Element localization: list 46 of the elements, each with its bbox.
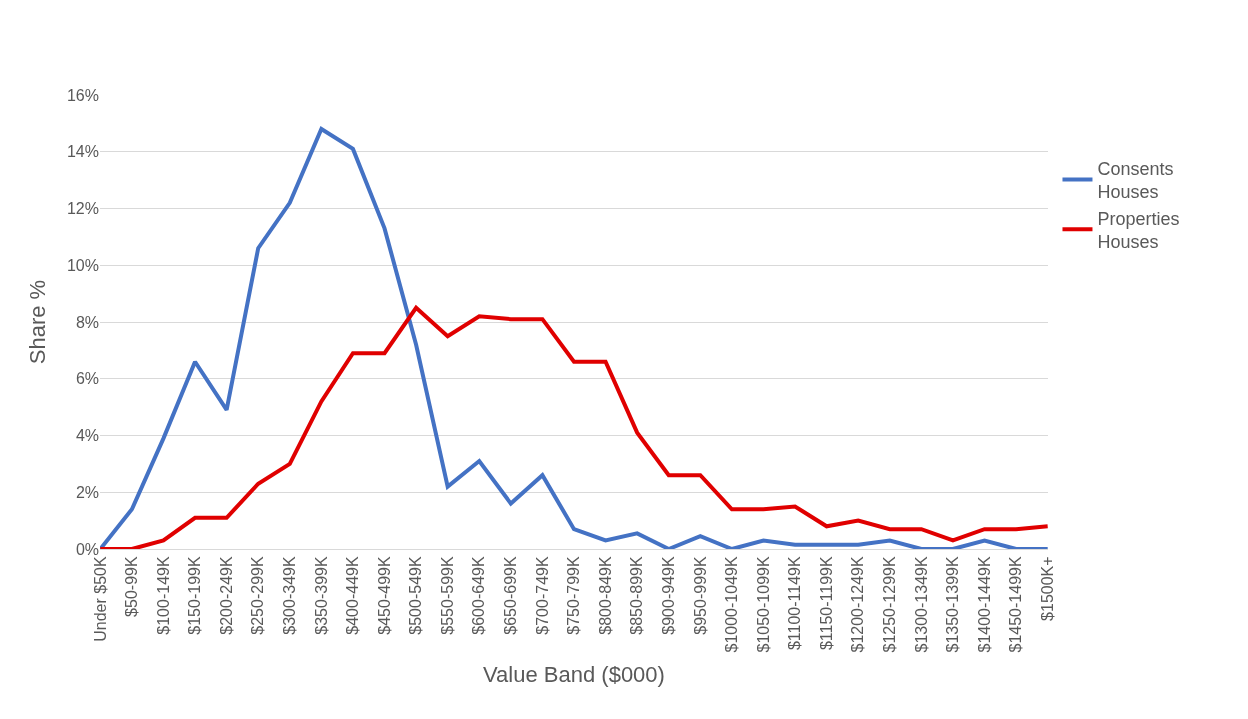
x-tick-label: $550-599K (438, 556, 456, 635)
x-axis-title: Value Band ($000) (483, 662, 665, 688)
x-tick-label: $1350-1399K (944, 556, 962, 653)
x-tick-label: $150-199K (186, 556, 204, 635)
x-tick-label: $800-849K (596, 556, 614, 635)
x-tick-label: $850-899K (628, 556, 646, 635)
x-tick-label: $1300-1349K (912, 556, 930, 653)
x-tick-label: $250-299K (249, 556, 267, 635)
y-tick-label: 8% (75, 313, 99, 331)
y-axis-title: Share % (24, 279, 50, 365)
legend-label: Consents Houses (1097, 158, 1174, 203)
x-tick-label: $700-749K (533, 556, 551, 635)
x-tick-label: $1200-1249K (849, 556, 867, 653)
y-tick-label: 16% (66, 86, 99, 104)
x-tick-label: $1100-1149K (786, 556, 804, 651)
x-tick-label: $1400-1449K (975, 556, 993, 653)
x-tick-label: $1250-1299K (880, 556, 898, 653)
x-tick-label: $1050-1099K (754, 556, 772, 653)
x-tick-label: $1000-1049K (723, 556, 741, 653)
legend-label: Properties Houses (1097, 208, 1180, 252)
x-tick-label: $750-799K (565, 556, 583, 635)
x-tick-label: $50-99K (123, 556, 141, 617)
x-tick-label: $100-149K (154, 556, 172, 635)
line-series (100, 127, 1048, 549)
x-tick-label: $400-449K (344, 556, 362, 635)
x-tick-label: $650-699K (502, 556, 520, 635)
y-tick-label: 12% (66, 200, 99, 218)
x-tick-label: $600-649K (470, 556, 488, 635)
y-tick-label: 6% (75, 370, 99, 388)
x-tick-label: $450-499K (375, 556, 393, 635)
y-tick-label: 10% (66, 256, 99, 274)
line-series (100, 305, 1048, 549)
x-tick-label: $500-549K (407, 556, 425, 635)
x-tick-label: $200-249K (217, 556, 235, 635)
y-tick-label: 0% (75, 540, 99, 558)
x-tick-label: $1150-1199K (817, 556, 835, 651)
x-tick-label: $950-999K (691, 556, 709, 635)
x-tick-label: $900-949K (659, 556, 677, 635)
x-tick-label: $1500K+ (1038, 556, 1056, 621)
x-tick-label: $350-399K (312, 556, 330, 635)
x-tick-label: Under $50K (91, 556, 109, 642)
x-tick-label: $1450-1499K (1007, 556, 1025, 653)
x-tick-label: $300-349K (280, 556, 298, 635)
y-tick-label: 14% (66, 143, 99, 161)
y-tick-label: 4% (75, 427, 99, 445)
y-tick-label: 2% (75, 483, 99, 501)
